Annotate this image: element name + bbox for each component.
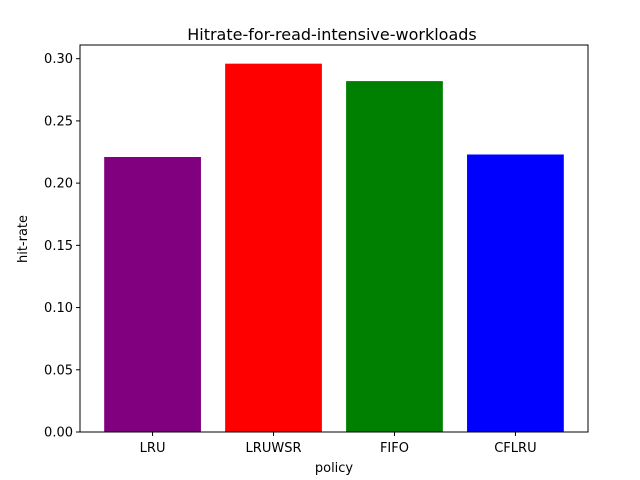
x-tick-label: LRUWSR	[246, 441, 302, 456]
x-tick-label: FIFO	[380, 441, 409, 456]
y-tick-label: 0.00	[44, 426, 73, 441]
chart-title: Hitrate-for-read-intensive-workloads	[187, 25, 477, 44]
bars-group	[104, 63, 564, 433]
y-tick-label: 0.25	[44, 114, 73, 129]
y-axis-ticks: 0.00 0.05 0.10 0.15 0.20 0.25 0.30	[44, 52, 80, 441]
x-axis-ticks: LRU LRUWSR FIFO CFLRU	[140, 432, 537, 456]
x-axis-label: policy	[315, 461, 354, 476]
x-tick-label: LRU	[140, 441, 166, 456]
y-tick-label: 0.10	[44, 301, 73, 316]
bar-lruwsr	[225, 63, 322, 433]
x-tick-label: CFLRU	[494, 441, 536, 456]
bar-lru	[104, 156, 201, 433]
y-tick-label: 0.15	[44, 239, 73, 254]
y-tick-label: 0.05	[44, 363, 73, 378]
y-axis-label: hit-rate	[16, 215, 31, 263]
bar-fifo	[346, 81, 443, 432]
y-tick-label: 0.20	[44, 177, 73, 192]
y-tick-label: 0.30	[44, 52, 73, 67]
bar-cflru	[467, 154, 564, 432]
plot-frame	[79, 44, 589, 433]
